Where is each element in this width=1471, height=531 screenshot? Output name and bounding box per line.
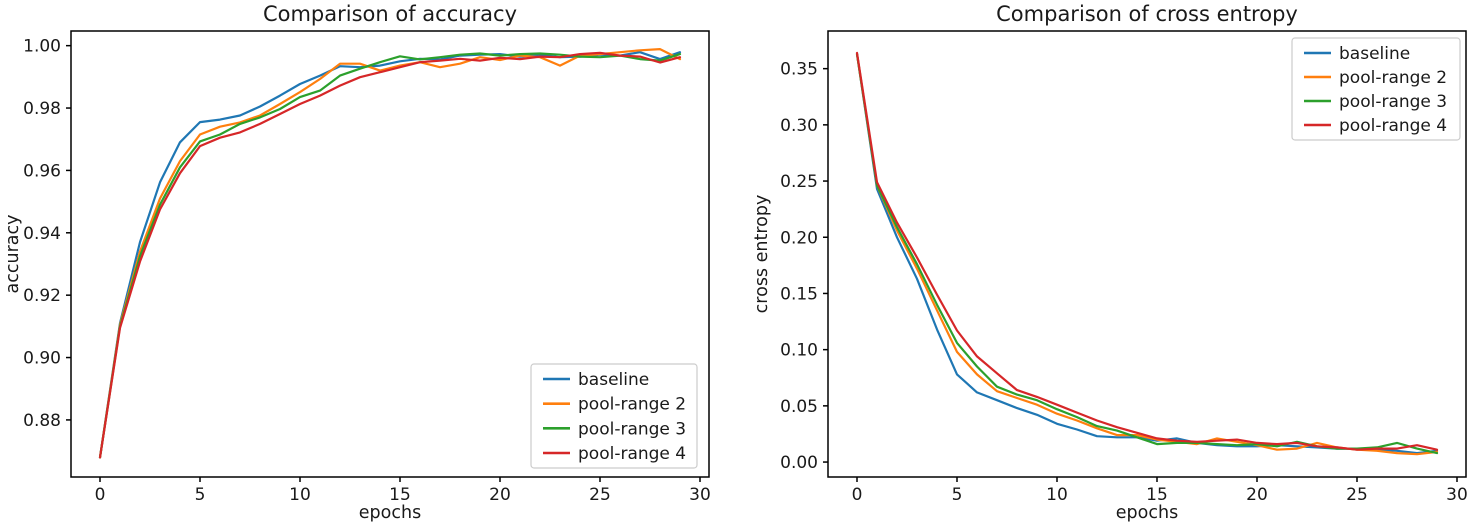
y-tick-label: 0.94 [23, 224, 61, 244]
series-line-pool-range-2 [98, 47, 682, 459]
legend-label-pool-range-3: pool-range 3 [578, 419, 686, 439]
y-tick-label: 0.96 [23, 161, 61, 181]
series-line-pool-range-4 [855, 51, 1439, 451]
legend-label-baseline: baseline [578, 370, 649, 390]
y-tick-label: 1.00 [23, 37, 61, 57]
legend-box [530, 363, 698, 469]
x-tick-label: 0 [852, 485, 863, 505]
x-tick-label: 30 [689, 485, 711, 505]
y-tick-label: 0.92 [23, 286, 61, 306]
x-tick-label: 20 [489, 485, 511, 505]
legend-label-pool-range-3: pool-range 3 [1339, 92, 1447, 112]
axes-spines [827, 30, 1467, 478]
y-tick-label: 0.10 [780, 341, 818, 361]
chart-0: 0 5 10 15 20 25 30 0.88 0.90 0.92 0.94 0.96 0.98 1.00… [23, 30, 711, 505]
y-tick-label: 0.98 [23, 99, 61, 119]
y-axis-label-accuracy: accuracy [3, 214, 23, 294]
chart-1: 0 5 10 15 20 25 30 0.00 0.05 0.10 0.15 0.20 0.25 0.30… [780, 30, 1468, 505]
x-tick-label: 30 [1446, 485, 1468, 505]
legend-label-pool-range-2: pool-range 2 [1339, 68, 1447, 88]
x-tick-label: 25 [1346, 485, 1368, 505]
x-tick-label: 15 [1146, 485, 1168, 505]
y-tick-label: 0.15 [780, 284, 818, 304]
series-line-pool-range-4 [98, 51, 682, 459]
y-tick-label: 0.35 [780, 60, 818, 80]
x-tick-label: 25 [589, 485, 611, 505]
y-axis-label-cross-entropy: cross entropy [752, 194, 772, 314]
y-tick-label: 0.05 [780, 397, 818, 417]
chart-title-cross-entropy: Comparison of cross entropy [996, 2, 1298, 26]
series-line-pool-range-3 [98, 52, 682, 459]
chart-title-accuracy: Comparison of accuracy [262, 2, 518, 26]
x-tick-label: 20 [1246, 485, 1268, 505]
legend-label-pool-range-2: pool-range 2 [578, 395, 686, 415]
x-tick-label: 10 [289, 485, 311, 505]
x-tick-label: 15 [389, 485, 411, 505]
x-tick-label: 10 [1046, 485, 1068, 505]
axes-spines [70, 30, 710, 478]
legend-label-pool-range-4: pool-range 4 [578, 444, 686, 464]
y-tick-label: 0.20 [780, 228, 818, 248]
legend-label-baseline: baseline [1339, 44, 1410, 64]
y-tick-label: 0.30 [780, 116, 818, 136]
legend-box [1291, 37, 1461, 141]
x-tick-label: 5 [195, 485, 206, 505]
x-axis-label-cross-entropy-chart: epochs [1115, 503, 1179, 523]
legend-label-pool-range-4: pool-range 4 [1339, 116, 1447, 136]
x-tick-label: 0 [95, 485, 106, 505]
y-tick-label: 0.88 [23, 411, 61, 431]
y-tick-label: 0.90 [23, 349, 61, 369]
x-tick-label: 5 [952, 485, 963, 505]
y-tick-label: 0.00 [780, 453, 818, 473]
y-tick-label: 0.25 [780, 172, 818, 192]
x-axis-label-accuracy-chart: epochs [358, 503, 422, 523]
